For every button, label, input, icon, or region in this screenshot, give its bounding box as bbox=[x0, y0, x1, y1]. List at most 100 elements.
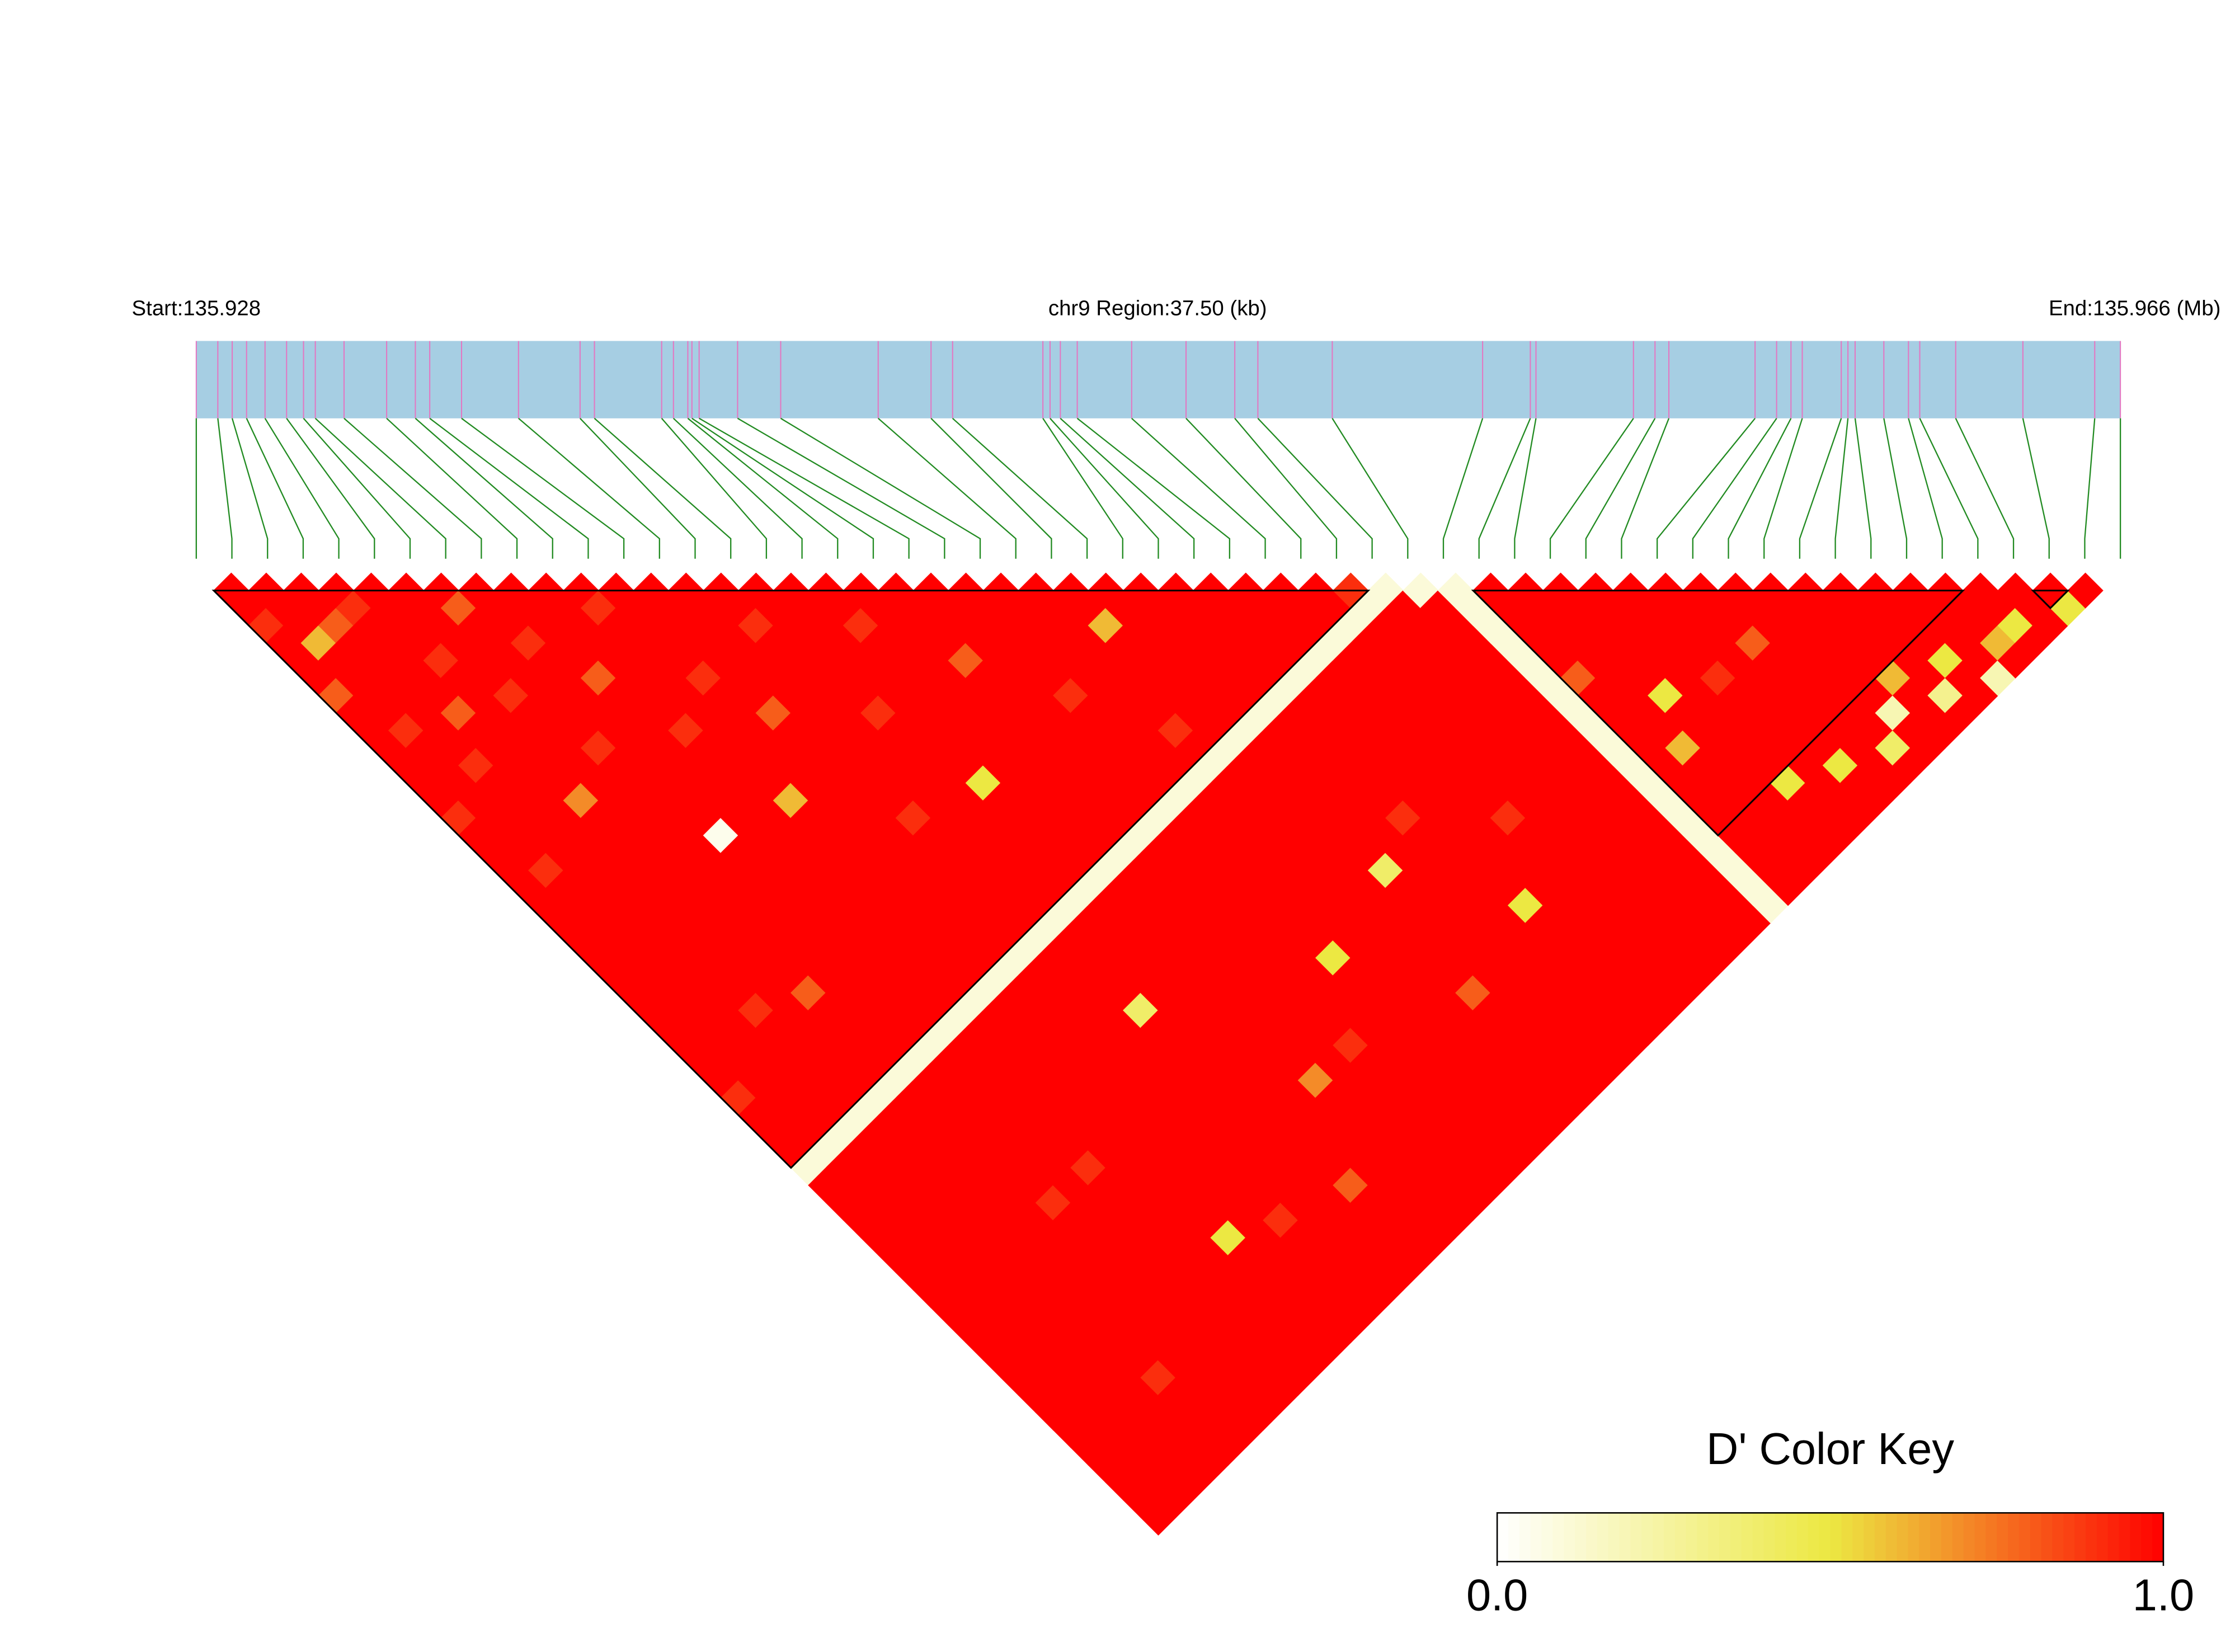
ld-cell bbox=[510, 625, 547, 661]
ld-cell bbox=[650, 660, 687, 696]
colorbar-step bbox=[1730, 1513, 1742, 1562]
snp-link-line bbox=[1185, 418, 1302, 559]
ld-cell bbox=[1490, 660, 1526, 696]
ld-cell bbox=[1315, 1324, 1352, 1361]
snp-link-line bbox=[930, 417, 1052, 559]
ld-cell bbox=[1315, 975, 1352, 1011]
colorbar-step bbox=[2063, 1513, 2076, 1562]
ld-cell bbox=[1315, 590, 1352, 627]
ld-cell bbox=[1175, 1324, 1212, 1361]
ld-cell bbox=[1315, 695, 1352, 731]
ld-cell bbox=[1245, 1114, 1282, 1151]
ld-block-outline bbox=[211, 590, 1371, 1169]
snp-link-line bbox=[1131, 417, 1266, 559]
ld-cell bbox=[1630, 870, 1667, 906]
colorbar-step bbox=[1585, 1513, 1598, 1562]
ld-cell bbox=[510, 799, 547, 836]
colorbar-frame bbox=[1496, 1512, 2165, 1562]
ld-cell bbox=[650, 625, 687, 661]
colorbar-step bbox=[1519, 1513, 1531, 1562]
ld-cell bbox=[615, 870, 652, 906]
ld-cell bbox=[1490, 625, 1526, 661]
ld-cell bbox=[1385, 905, 1422, 941]
ld-cell bbox=[1490, 870, 1526, 906]
snp-link-line bbox=[1883, 418, 1908, 559]
snp-link-line bbox=[1621, 418, 1670, 559]
snp-link-line bbox=[691, 417, 874, 559]
ld-cell bbox=[1175, 1359, 1212, 1396]
ld-cell bbox=[1490, 835, 1526, 871]
ld-cell bbox=[1315, 1184, 1352, 1221]
colorbar-step bbox=[1941, 1513, 1953, 1562]
colorbar-tick-label: 0.0 bbox=[1466, 1570, 1528, 1620]
ld-cell bbox=[1245, 905, 1282, 941]
ld-cell bbox=[510, 765, 547, 801]
ld-cell bbox=[1385, 799, 1422, 836]
snp-link-line bbox=[952, 417, 1088, 559]
ld-cell bbox=[615, 799, 652, 836]
colorbar-step bbox=[1797, 1513, 1809, 1562]
snp-link-line bbox=[1234, 418, 1338, 559]
ld-cell bbox=[1175, 905, 1212, 941]
ld-cell bbox=[476, 799, 512, 836]
ld-cell bbox=[1245, 1044, 1282, 1081]
ld-cell bbox=[650, 905, 687, 941]
snp-link-line bbox=[661, 418, 768, 559]
ld-cell bbox=[650, 835, 687, 871]
chromosome-bar bbox=[196, 341, 2121, 418]
ld-cell bbox=[440, 660, 477, 696]
ld-cell bbox=[1315, 1289, 1352, 1326]
ld-cell bbox=[1630, 765, 1667, 801]
ld-cell bbox=[476, 660, 512, 696]
ld-cell bbox=[1175, 1184, 1212, 1221]
snp-link-line bbox=[737, 417, 945, 559]
ld-cell bbox=[685, 625, 722, 661]
ld-cell bbox=[650, 870, 687, 906]
ld-cell bbox=[1315, 905, 1352, 941]
snp-link-line bbox=[1549, 418, 1634, 559]
ld-cell bbox=[336, 625, 372, 661]
snp-link-line bbox=[461, 417, 625, 559]
ld-cell bbox=[1630, 905, 1667, 941]
ld-cell bbox=[1490, 765, 1526, 801]
colorbar-step bbox=[1608, 1513, 1620, 1562]
start-label: Start:135.928 bbox=[132, 296, 261, 320]
colorbar-step bbox=[1763, 1513, 1776, 1562]
colorbar-step bbox=[1974, 1513, 1987, 1562]
snp-link-line bbox=[672, 417, 803, 559]
snp-link-line bbox=[314, 417, 446, 559]
snp-link-line bbox=[1076, 417, 1231, 559]
ld-cell bbox=[615, 625, 652, 661]
ld-cell bbox=[615, 765, 652, 801]
ld-cell bbox=[615, 905, 652, 941]
colorbar-step bbox=[1541, 1513, 1554, 1562]
snp-link-line bbox=[1656, 418, 1756, 559]
ld-cell bbox=[1630, 799, 1667, 836]
colorbar-step bbox=[2130, 1513, 2142, 1562]
snp-link-line bbox=[1050, 418, 1159, 559]
ld-cell bbox=[650, 799, 687, 836]
ld-cell bbox=[406, 625, 442, 661]
ld-cell bbox=[1385, 1254, 1422, 1291]
colorbar-step bbox=[2152, 1513, 2164, 1562]
ld-cell bbox=[580, 625, 617, 661]
ld-cell bbox=[1245, 1289, 1282, 1326]
ld-cell bbox=[1385, 1044, 1422, 1081]
ld-cell bbox=[1490, 1080, 1526, 1116]
ld-cell bbox=[1175, 1289, 1212, 1326]
colorbar-step bbox=[1575, 1513, 1587, 1562]
colorbar-step bbox=[1741, 1513, 1753, 1562]
ld-cell bbox=[510, 590, 547, 627]
ld-cell bbox=[615, 590, 652, 627]
ld-cell bbox=[1175, 1114, 1212, 1151]
colorbar-tick-label: 1.0 bbox=[2133, 1570, 2194, 1620]
colorbar-step bbox=[1808, 1513, 1820, 1562]
ld-cell bbox=[1315, 1044, 1352, 1081]
colorbar-step bbox=[1674, 1513, 1687, 1562]
snp-link-line bbox=[2022, 418, 2050, 559]
ld-cell bbox=[440, 765, 477, 801]
ld-cell bbox=[1245, 835, 1282, 871]
ld-cell bbox=[685, 905, 722, 941]
colorbar-step bbox=[1786, 1513, 1798, 1562]
ld-cell bbox=[650, 590, 687, 627]
